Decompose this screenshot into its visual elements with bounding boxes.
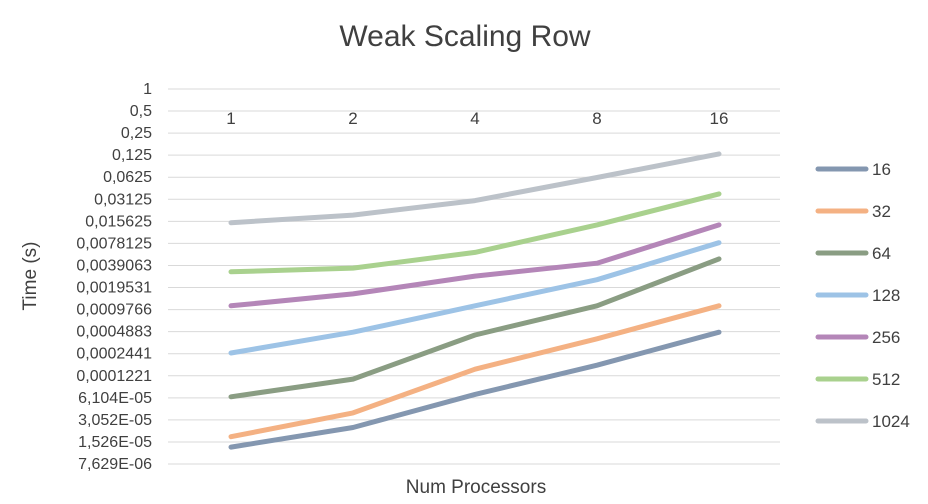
y-tick-label: 6,104E-05: [78, 390, 152, 407]
legend-label-1024: 1024: [872, 412, 910, 431]
y-tick-label: 0,125: [112, 147, 152, 164]
y-tick-label: 0,0078125: [76, 235, 152, 252]
chart-title: Weak Scaling Row: [339, 20, 591, 53]
gridlines: [168, 88, 780, 465]
y-axis-label: Time (s): [20, 242, 41, 311]
y-tick-label: 0,0001221: [76, 368, 152, 385]
y-tick-label: 3,052E-05: [78, 412, 152, 429]
series-line-128: [228, 240, 722, 356]
legend-label-128: 128: [872, 286, 900, 305]
y-tick-label: 0,0625: [103, 169, 152, 186]
series-line-64: [228, 256, 722, 400]
x-axis-label: Num Processors: [406, 477, 546, 498]
legend-label-64: 64: [872, 244, 891, 263]
y-axis-ticks: 1 0,5 0,25 0,125 0,0625 0,03125 0,015625 0,0078…: [76, 81, 152, 473]
y-tick-label: 0,5: [130, 103, 152, 120]
series-line-16: [228, 329, 722, 450]
x-tick-label: 16: [710, 109, 729, 128]
legend-label-512: 512: [872, 370, 900, 389]
series-line-256: [228, 222, 722, 309]
y-tick-label: 0,0039063: [76, 257, 152, 274]
series-line-1024: [228, 151, 722, 226]
legend-label-256: 256: [872, 328, 900, 347]
y-tick-label: 1: [143, 81, 152, 98]
y-tick-label: 0,03125: [94, 191, 152, 208]
y-tick-label: 1,526E-05: [78, 434, 152, 451]
y-tick-label: 0,0019531: [76, 280, 152, 297]
series-line-32: [228, 303, 722, 440]
y-tick-label: 0,0004883: [76, 324, 152, 341]
series-line-512: [228, 191, 722, 275]
y-tick-label: 7,629E-06: [78, 456, 152, 473]
y-tick-label: 0,25: [121, 125, 152, 142]
legend-label-16: 16: [872, 160, 891, 179]
y-tick-label: 0,0002441: [76, 346, 152, 363]
x-tick-label: 1: [226, 109, 235, 128]
series-lines: [228, 151, 722, 450]
legend-label-32: 32: [872, 202, 891, 221]
x-tick-label: 8: [592, 109, 601, 128]
y-tick-label: 0,015625: [85, 213, 152, 230]
y-tick-label: 0,0009766: [76, 302, 152, 319]
x-axis-ticks: 1 2 4 8 16: [226, 109, 728, 128]
x-tick-label: 2: [348, 109, 357, 128]
legend: 16 32 64 128 256 512 1024: [815, 160, 910, 431]
x-tick-label: 4: [470, 109, 479, 128]
